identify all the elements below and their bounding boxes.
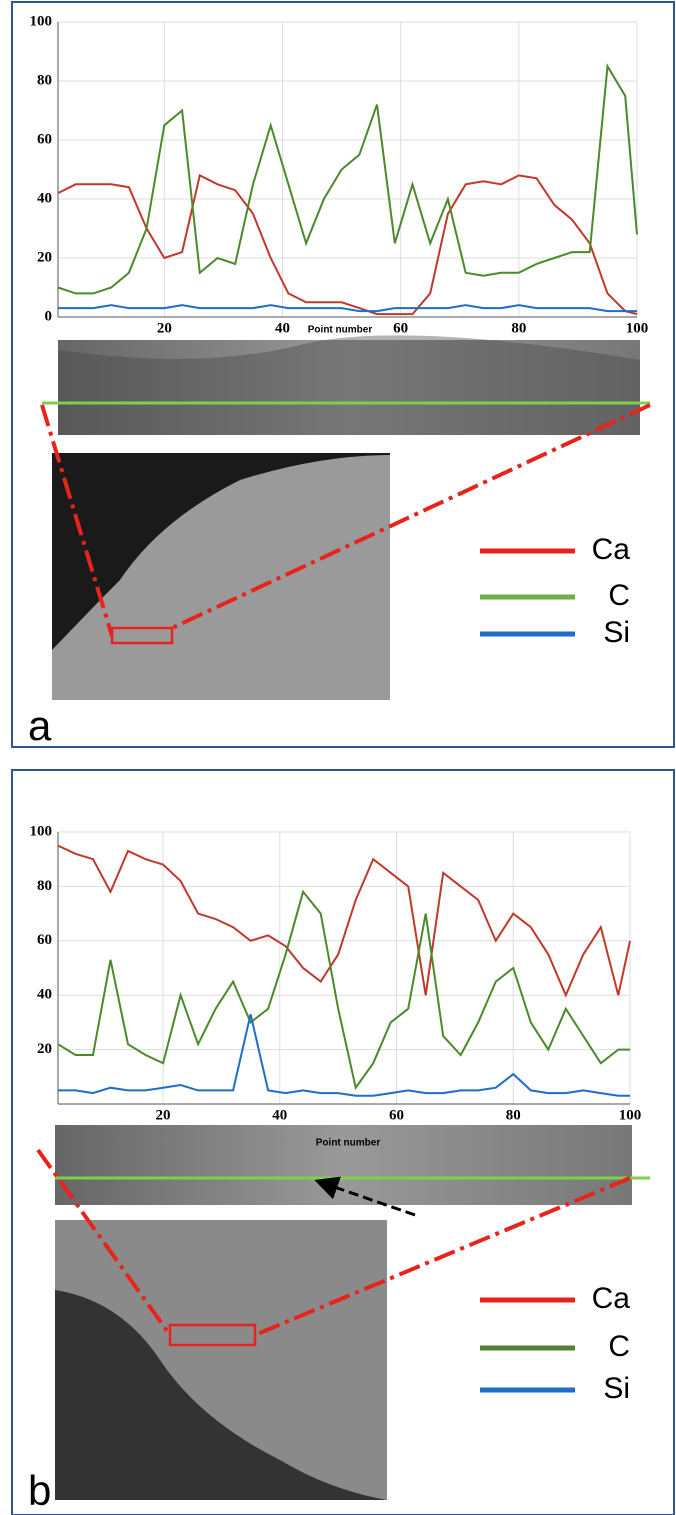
sem-dark-region: [55, 1290, 387, 1500]
x-tick-label: 80: [506, 1107, 521, 1123]
y-tick-label: 100: [30, 823, 53, 839]
panel-frame: [11, 1, 675, 748]
series-line: [57, 63, 638, 295]
legend-label: C: [608, 579, 630, 612]
sem-strip: [58, 340, 640, 435]
x-tick-label: 40: [272, 1107, 287, 1123]
x-axis-label: Point number: [308, 325, 373, 336]
y-tick-label: 20: [37, 249, 52, 265]
legend-label: Si: [603, 1372, 630, 1405]
x-tick-label: 60: [389, 1107, 404, 1123]
plot-area: [58, 22, 637, 317]
legend-label: Ca: [592, 1282, 631, 1315]
series-line: [57, 844, 631, 998]
x-tick-label: 100: [619, 1107, 642, 1123]
arrow: [314, 1176, 416, 1217]
x-tick-label: 60: [393, 320, 408, 336]
series-line: [57, 889, 630, 1091]
zoom-line: [40, 404, 114, 637]
y-tick-label: 60: [37, 131, 52, 147]
legend-label: Ca: [592, 533, 631, 566]
legend-label: Si: [603, 616, 630, 649]
zoom-line: [171, 403, 651, 630]
y-tick-label: 20: [37, 1041, 52, 1057]
y-tick-label: 60: [37, 932, 52, 948]
y-tick-label: 40: [37, 190, 52, 206]
series-line: [58, 1013, 630, 1097]
panel-label: a: [28, 702, 52, 749]
x-tick-label: 20: [156, 1107, 171, 1123]
x-tick-label: 100: [626, 320, 649, 336]
panel-frame: [11, 769, 675, 1515]
zoom-line: [254, 1176, 631, 1337]
series-line: [57, 173, 638, 316]
x-tick-label: 20: [157, 320, 172, 336]
x-axis-label: Point number: [316, 1138, 381, 1149]
region-box: [168, 1323, 257, 1347]
sem-texture: [58, 335, 640, 435]
legend-label: C: [608, 1330, 630, 1363]
y-tick-label: 80: [37, 72, 52, 88]
x-tick-label: 80: [511, 320, 526, 336]
sem-particle: [52, 455, 390, 700]
y-tick-label: 40: [37, 987, 52, 1003]
y-tick-label: 0: [45, 308, 53, 324]
plot-area: [58, 832, 630, 1104]
y-tick-label: 100: [30, 13, 53, 29]
y-tick-label: 80: [37, 878, 52, 894]
panel-label: b: [28, 1467, 51, 1514]
x-tick-label: 40: [275, 320, 290, 336]
series-line: [58, 304, 637, 313]
